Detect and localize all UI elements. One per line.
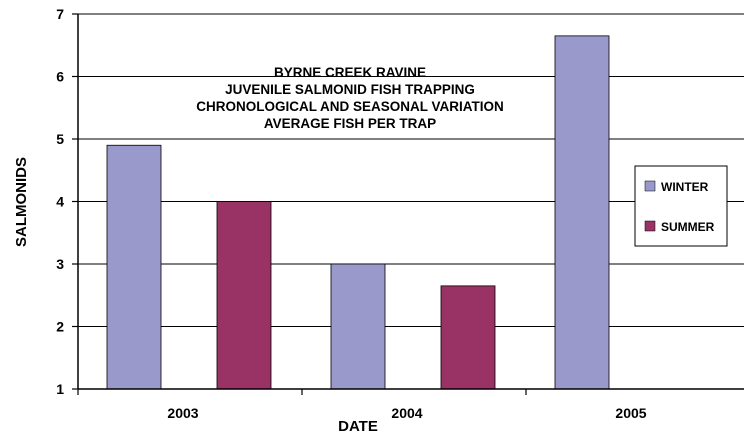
x-tick-label: 2005 (615, 405, 646, 421)
bars (106, 35, 610, 390)
chart-title: BYRNE CREEK RAVINE JUVENILE SALMONID FIS… (196, 65, 504, 131)
bar-summer-2004 (440, 285, 496, 390)
x-tick-label: 2003 (167, 405, 198, 421)
title-line-3: CHRONOLOGICAL AND SEASONAL VARIATION (196, 99, 504, 114)
legend-box (634, 165, 728, 247)
bar-winter-2003 (106, 144, 162, 390)
y-tick-label: 4 (56, 194, 64, 210)
y-tick-label: 6 (56, 69, 64, 85)
grid-lines (78, 13, 744, 327)
bar-winter-2005 (554, 35, 610, 390)
bar-summer-2003 (216, 201, 272, 390)
legend: WINTER SUMMER (634, 165, 728, 247)
x-axis-title: DATE (338, 418, 378, 434)
y-tick-label: 2 (56, 319, 64, 335)
y-tick-label: 1 (56, 381, 64, 397)
legend-swatch-winter (644, 180, 656, 192)
title-line-4: AVERAGE FISH PER TRAP (264, 116, 436, 131)
title-line-1: BYRNE CREEK RAVINE (274, 65, 426, 80)
y-tick-label: 5 (56, 131, 64, 147)
y-tick-label: 7 (56, 6, 64, 22)
bar-winter-2004 (330, 263, 386, 390)
y-tick-label: 3 (56, 256, 64, 272)
legend-swatch-summer (644, 220, 656, 232)
legend-label-winter: WINTER (661, 180, 709, 194)
y-ticks: 1 2 3 4 5 6 7 (56, 6, 78, 397)
y-axis-title: SALMONIDS (13, 157, 30, 247)
x-tick-label: 2004 (391, 405, 422, 421)
title-line-2: JUVENILE SALMONID FISH TRAPPING (225, 82, 475, 97)
x-ticks: 2003 2004 2005 (77, 389, 647, 421)
legend-label-summer: SUMMER (661, 220, 715, 234)
